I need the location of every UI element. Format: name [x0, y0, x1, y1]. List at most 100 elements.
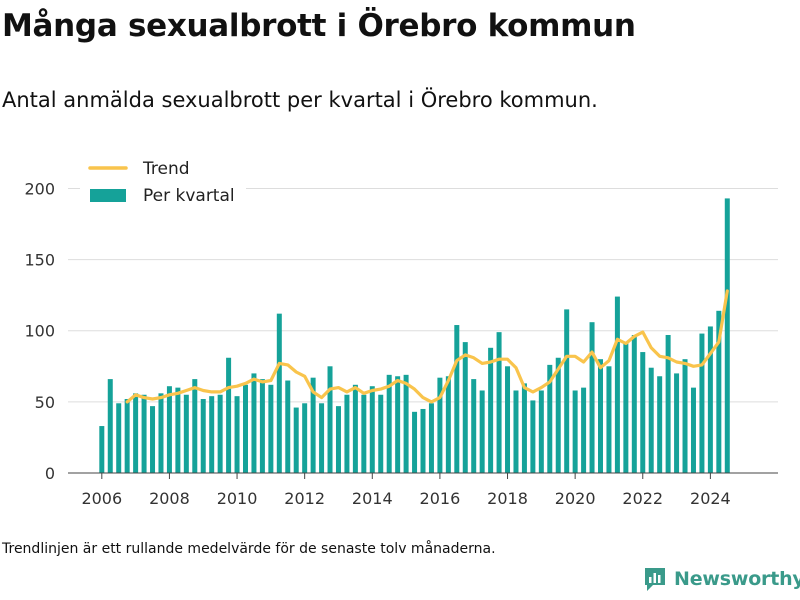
bar-per-kvartal	[319, 403, 325, 473]
y-tick-label: 0	[45, 464, 55, 483]
bar-per-kvartal	[386, 374, 392, 473]
bar-per-kvartal	[428, 403, 434, 473]
bar-per-kvartal	[352, 384, 358, 473]
bar-per-kvartal	[513, 390, 519, 473]
bar-per-kvartal	[335, 406, 341, 473]
bar-per-kvartal	[640, 352, 646, 473]
bar-per-kvartal	[158, 393, 164, 473]
bar-per-kvartal	[116, 403, 122, 473]
bar-per-kvartal	[445, 376, 451, 473]
bar-per-kvartal	[657, 376, 663, 473]
bar-per-kvartal	[293, 407, 299, 473]
bar-per-kvartal	[707, 326, 713, 473]
bar-per-kvartal	[598, 359, 603, 473]
x-tick-label: 2022	[622, 489, 663, 508]
bar-per-kvartal	[243, 384, 248, 473]
x-tick-label: 2008	[149, 489, 190, 508]
bar-per-kvartal	[209, 396, 215, 473]
x-tick-label: 2010	[217, 489, 258, 508]
newsworthy-logo-icon	[645, 568, 665, 591]
bar-per-kvartal	[369, 386, 375, 473]
bar-per-kvartal	[412, 411, 418, 473]
bar-per-kvartal	[530, 400, 536, 473]
gridlines	[68, 187, 778, 403]
bar-per-kvartal	[150, 406, 156, 473]
bar-per-kvartal	[538, 390, 544, 473]
x-tick-label: 2006	[81, 489, 122, 508]
y-tick-label: 100	[24, 322, 55, 341]
bar-per-kvartal	[488, 347, 494, 473]
x-tick-label: 2018	[487, 489, 528, 508]
legend-bar-swatch	[90, 189, 126, 202]
bar-per-kvartal	[259, 379, 265, 473]
bar-per-kvartal	[276, 313, 282, 473]
bar-per-kvartal	[521, 383, 527, 473]
bar-per-kvartal	[124, 399, 130, 473]
bar-per-kvartal	[217, 394, 223, 473]
legend: Trend Per kvartal	[80, 158, 246, 210]
bar-per-kvartal	[614, 296, 620, 473]
legend-label-per-kvartal: Per kvartal	[143, 186, 235, 206]
bar-per-kvartal	[166, 386, 172, 473]
x-tick-label: 2024	[690, 489, 731, 508]
bar-per-kvartal	[234, 396, 240, 473]
axes: 0 50 100 150 200 2006 2008 2010 2012 2014 2016 2018…	[24, 179, 778, 508]
bars	[99, 198, 730, 473]
x-tick-label: 2014	[352, 489, 393, 508]
bar-per-kvartal	[395, 376, 401, 473]
bar-per-kvartal	[572, 390, 578, 473]
bar-per-kvartal	[724, 198, 730, 473]
bar-per-kvartal	[454, 325, 460, 473]
bar-per-kvartal	[268, 384, 274, 473]
bar-per-kvartal	[648, 367, 654, 473]
y-tick-label: 200	[24, 179, 55, 198]
bar-per-kvartal	[133, 393, 139, 473]
bar-per-kvartal	[99, 426, 105, 473]
bar-per-kvartal	[505, 366, 511, 473]
bar-per-kvartal	[699, 333, 705, 473]
bar-per-kvartal	[623, 343, 629, 473]
x-tick-label: 2020	[555, 489, 596, 508]
chart-subtitle: Antal anmälda sexualbrott per kvartal i …	[2, 88, 598, 112]
bar-per-kvartal	[581, 387, 587, 473]
bar-per-kvartal	[107, 379, 113, 473]
bar-per-kvartal	[437, 377, 443, 473]
bar-per-kvartal	[606, 366, 612, 473]
bar-per-kvartal	[479, 390, 485, 473]
bar-per-kvartal	[175, 387, 181, 473]
bar-per-kvartal	[589, 322, 595, 473]
brand: Newsworthy	[644, 566, 800, 592]
trend-line	[125, 289, 729, 404]
bar-per-kvartal	[674, 373, 680, 473]
bar-per-kvartal	[361, 394, 367, 473]
bar-per-kvartal	[310, 377, 316, 473]
bar-per-kvartal	[690, 387, 696, 473]
bar-per-kvartal	[462, 342, 468, 473]
y-tick-label: 50	[35, 393, 55, 412]
bar-per-kvartal	[631, 334, 637, 473]
bar-per-kvartal	[665, 334, 671, 473]
bar-per-kvartal	[420, 408, 426, 473]
bar-per-kvartal	[251, 373, 257, 473]
bar-per-kvartal	[403, 374, 409, 473]
x-tick-label: 2012	[284, 489, 325, 508]
y-tick-label: 150	[24, 251, 55, 270]
bar-per-kvartal	[471, 379, 477, 473]
bar-per-kvartal	[192, 379, 198, 473]
bar-per-kvartal	[285, 380, 291, 473]
bar-per-kvartal	[564, 309, 570, 473]
bar-per-kvartal	[547, 364, 553, 473]
chart-title: Många sexualbrott i Örebro kommun	[2, 8, 636, 44]
bar-per-kvartal	[302, 403, 308, 473]
bar-per-kvartal	[226, 357, 232, 473]
bar-per-kvartal	[496, 332, 502, 473]
trend-line-group	[125, 289, 729, 404]
bar-per-kvartal	[327, 366, 333, 473]
bar-per-kvartal	[378, 394, 384, 473]
x-tick-label: 2016	[420, 489, 461, 508]
bar-per-kvartal	[555, 357, 561, 473]
legend-label-trend: Trend	[142, 159, 190, 179]
bar-per-kvartal	[141, 394, 147, 473]
bar-per-kvartal	[183, 394, 189, 473]
